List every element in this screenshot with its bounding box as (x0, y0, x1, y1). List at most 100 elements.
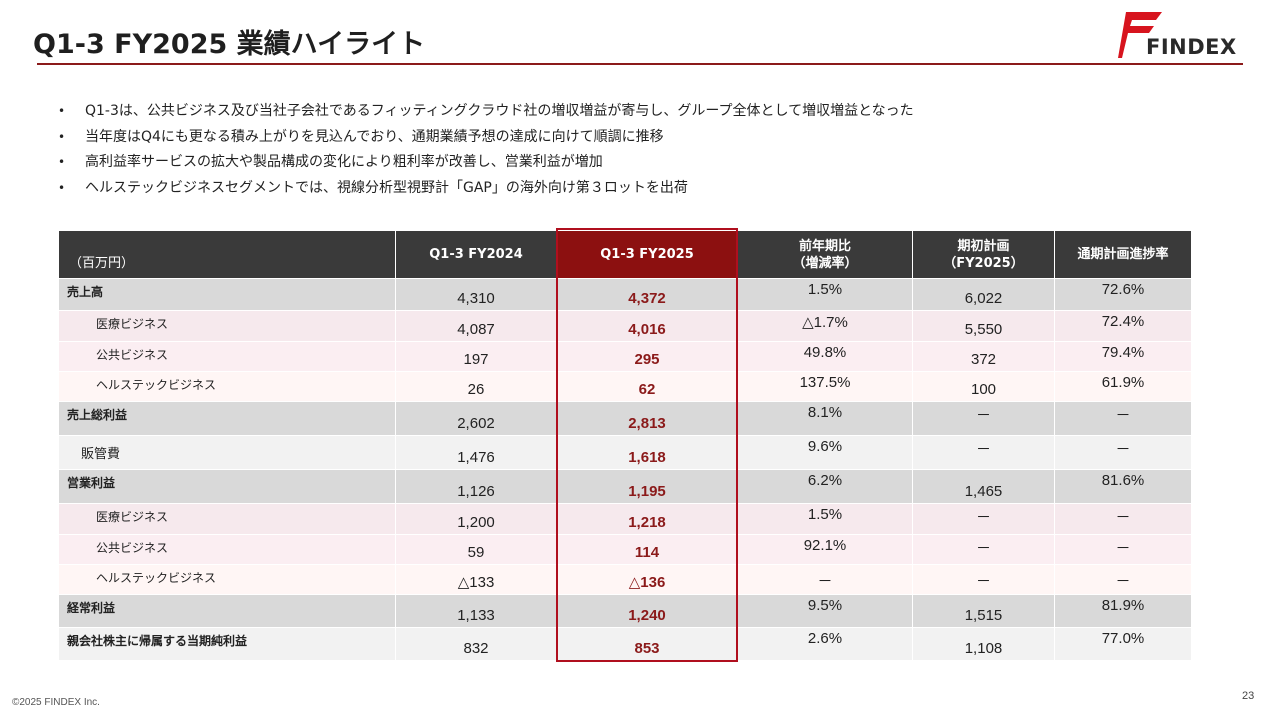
row-label: 販管費 (58, 435, 396, 470)
cell-plan: 1,108 (912, 627, 1055, 661)
row-label: 医療ビジネス (58, 503, 396, 535)
cell-progress: － (1054, 503, 1192, 535)
cell-fy2025: 1,195 (556, 469, 738, 504)
page-title: Q1-3 FY2025 業績ハイライト (33, 29, 426, 60)
cell-fy2024: △133 (395, 564, 557, 595)
cell-fy2025: 1,240 (556, 594, 738, 628)
title-divider (37, 63, 1243, 65)
cell-yoy: － (737, 564, 913, 595)
cell-fy2025: 4,016 (556, 310, 738, 342)
table-row: 売上総利益 2,602 2,813 8.1% － － (58, 401, 1192, 436)
table-row: 営業利益 1,126 1,195 6.2% 1,465 81.6% (58, 469, 1192, 504)
col-header-progress: 通期計画進捗率 (1054, 230, 1192, 279)
row-label: 売上総利益 (58, 401, 396, 436)
cell-progress: 79.4% (1054, 341, 1192, 372)
cell-progress: － (1054, 401, 1192, 436)
cell-plan: 100 (912, 371, 1055, 402)
table-row: 販管費 1,476 1,618 9.6% － － (58, 435, 1192, 470)
cell-yoy: 2.6% (737, 627, 913, 661)
unit-label: （百万円） (58, 230, 396, 279)
cell-yoy: 92.1% (737, 534, 913, 565)
cell-fy2024: 4,087 (395, 310, 557, 342)
cell-fy2024: 26 (395, 371, 557, 402)
cell-fy2024: 59 (395, 534, 557, 565)
cell-fy2025: 62 (556, 371, 738, 402)
cell-fy2024: 197 (395, 341, 557, 372)
cell-yoy: 49.8% (737, 341, 913, 372)
row-label: 公共ビジネス (58, 341, 396, 372)
cell-plan: － (912, 534, 1055, 565)
table-row: 公共ビジネス 197 295 49.8% 372 79.4% (58, 341, 1192, 372)
cell-progress: 61.9% (1054, 371, 1192, 402)
cell-progress: 77.0% (1054, 627, 1192, 661)
cell-fy2025: △136 (556, 564, 738, 595)
cell-fy2025: 1,218 (556, 503, 738, 535)
cell-fy2024: 832 (395, 627, 557, 661)
row-label: 公共ビジネス (58, 534, 396, 565)
table-row: 医療ビジネス 1,200 1,218 1.5% － － (58, 503, 1192, 535)
findex-logo-icon (1118, 12, 1162, 58)
cell-plan: 5,550 (912, 310, 1055, 342)
cell-fy2025: 114 (556, 534, 738, 565)
cell-plan: － (912, 503, 1055, 535)
col-header-plan: 期初計画 （FY2025） (912, 230, 1055, 279)
cell-yoy: △1.7% (737, 310, 913, 342)
table-row: 売上高 4,310 4,372 1.5% 6,022 72.6% (58, 278, 1192, 311)
bullet-text: 当年度はQ4にも更なる積み上がりを見込んでおり、通期業績予想の達成に向けて順調に… (85, 128, 664, 145)
cell-fy2024: 1,126 (395, 469, 557, 504)
row-label: 親会社株主に帰属する当期純利益 (58, 627, 396, 661)
bullet-item: • 高利益率サービスの拡大や製品構成の変化により粗利率が改善し、営業利益が増加 (58, 152, 914, 178)
cell-fy2025: 853 (556, 627, 738, 661)
table-row: 経常利益 1,133 1,240 9.5% 1,515 81.9% (58, 594, 1192, 628)
row-label: ヘルステックビジネス (58, 564, 396, 595)
bullet-item: • 当年度はQ4にも更なる積み上がりを見込んでおり、通期業績予想の達成に向けて順調… (58, 127, 914, 153)
page-number: 23 (1242, 690, 1255, 702)
cell-fy2025: 295 (556, 341, 738, 372)
col-header-fy2025: Q1-3 FY2025 (556, 230, 738, 279)
table-row: ヘルステックビジネス 26 62 137.5% 100 61.9% (58, 371, 1192, 402)
table-row: 公共ビジネス 59 114 92.1% － － (58, 534, 1192, 565)
logo-text: FINDEX (1146, 35, 1237, 59)
bullet-dot: • (58, 155, 66, 169)
table-row: 医療ビジネス 4,087 4,016 △1.7% 5,550 72.4% (58, 310, 1192, 342)
bullet-item: • Q1-3は、公共ビジネス及び当社子会社であるフィッティングクラウド社の増収増益… (58, 101, 914, 127)
row-label: 医療ビジネス (58, 310, 396, 342)
cell-plan: － (912, 564, 1055, 595)
cell-fy2025: 1,618 (556, 435, 738, 470)
cell-yoy: 9.5% (737, 594, 913, 628)
cell-fy2024: 1,200 (395, 503, 557, 535)
cell-progress: 72.4% (1054, 310, 1192, 342)
results-table: （百万円） Q1-3 FY2024 Q1-3 FY2025 前年期比 （増減率） … (58, 230, 1192, 661)
cell-yoy: 1.5% (737, 503, 913, 535)
table-row: 親会社株主に帰属する当期純利益 832 853 2.6% 1,108 77.0% (58, 627, 1192, 661)
cell-progress: － (1054, 564, 1192, 595)
row-label: 売上高 (58, 278, 396, 311)
highlight-bullets: • Q1-3は、公共ビジネス及び当社子会社であるフィッティングクラウド社の増収増益… (58, 101, 914, 203)
cell-fy2024: 4,310 (395, 278, 557, 311)
cell-plan: 1,465 (912, 469, 1055, 504)
cell-yoy: 1.5% (737, 278, 913, 311)
table-row: ヘルステックビジネス △133 △136 － － － (58, 564, 1192, 595)
cell-progress: － (1054, 435, 1192, 470)
cell-fy2025: 2,813 (556, 401, 738, 436)
cell-yoy: 8.1% (737, 401, 913, 436)
cell-yoy: 9.6% (737, 435, 913, 470)
cell-progress: 72.6% (1054, 278, 1192, 311)
cell-plan: － (912, 435, 1055, 470)
table-header-row: （百万円） Q1-3 FY2024 Q1-3 FY2025 前年期比 （増減率） … (58, 230, 1192, 279)
cell-fy2024: 2,602 (395, 401, 557, 436)
bullet-text: 高利益率サービスの拡大や製品構成の変化により粗利率が改善し、営業利益が増加 (85, 154, 603, 170)
cell-progress: － (1054, 534, 1192, 565)
row-label: ヘルステックビジネス (58, 371, 396, 402)
cell-fy2024: 1,476 (395, 435, 557, 470)
cell-yoy: 137.5% (737, 371, 913, 402)
bullet-item: • ヘルステックビジネスセグメントでは、視線分析型視野計「GAP」の海外向け第３ロ… (58, 178, 914, 204)
cell-plan: 372 (912, 341, 1055, 372)
cell-plan: － (912, 401, 1055, 436)
copyright: ©2025 FINDEX Inc. (12, 697, 100, 708)
cell-plan: 1,515 (912, 594, 1055, 628)
col-header-fy2024: Q1-3 FY2024 (395, 230, 557, 279)
cell-plan: 6,022 (912, 278, 1055, 311)
cell-progress: 81.6% (1054, 469, 1192, 504)
cell-progress: 81.9% (1054, 594, 1192, 628)
